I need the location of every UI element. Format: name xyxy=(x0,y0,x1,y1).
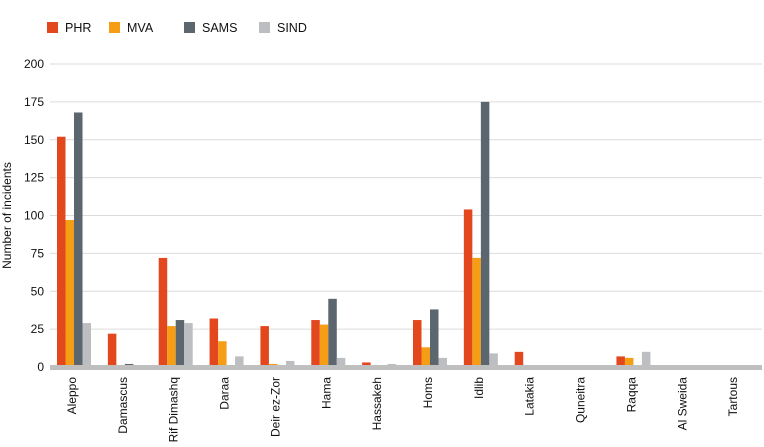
bar-sind-daraa xyxy=(235,356,244,367)
bar-phr-aleppo xyxy=(57,136,66,367)
y-tick-label: 0 xyxy=(37,360,44,374)
x-tick-label: Idlib xyxy=(472,377,486,399)
bar-phr-idlib xyxy=(463,209,473,367)
gridlines xyxy=(50,63,762,330)
legend-label-sams: SAMS xyxy=(202,21,238,35)
bar-sind-raqqa xyxy=(641,351,651,367)
y-tick-label: 150 xyxy=(24,133,44,147)
bar-sams-hama xyxy=(328,298,337,367)
bar-sind-deir-ez-zor xyxy=(285,360,295,367)
bar-sind-hama xyxy=(336,357,346,367)
x-tick-label: Damascus xyxy=(116,377,130,434)
x-tick-label: Daraa xyxy=(218,377,232,410)
x-tick-label: Homs xyxy=(421,377,435,408)
bar-phr-hama xyxy=(311,320,320,367)
x-tick-label: Hama xyxy=(319,377,333,409)
x-tick-label: Al Sweida xyxy=(675,377,689,431)
x-tick-label: Latakia xyxy=(523,377,537,416)
legend-swatch-phr xyxy=(47,22,58,33)
y-tick-label: 50 xyxy=(31,284,45,298)
y-tick-label: 75 xyxy=(31,246,45,260)
bar-sams-aleppo xyxy=(74,112,83,367)
bar-sams-idlib xyxy=(480,101,490,367)
bar-phr-damascus xyxy=(107,333,117,367)
bar-sams-homs xyxy=(430,309,439,367)
x-tick-label: Rif Dimashq xyxy=(167,377,181,442)
legend-swatch-sams xyxy=(184,22,195,33)
y-tick-label: 175 xyxy=(24,95,44,109)
bar-phr-rif-dimashq xyxy=(158,257,168,367)
legend-label-sind: SIND xyxy=(277,21,307,35)
legend-label-phr: PHR xyxy=(65,21,92,35)
x-tick-label: Aleppo xyxy=(65,377,79,415)
y-tick-label: 200 xyxy=(24,57,44,71)
legend-label-mva: MVA xyxy=(127,21,154,35)
bar-phr-deir-ez-zor xyxy=(260,326,269,367)
x-tick-label: Deir ez-Zor xyxy=(268,377,282,437)
bar-sams-rif-dimashq xyxy=(175,320,185,367)
bar-mva-idlib xyxy=(472,257,481,367)
x-axis-tick-labels: Aleppo Damascus Rif Dimashq Daraa Deir ez-Zo… xyxy=(65,377,740,443)
bar-phr-raqqa xyxy=(616,356,625,367)
bar-mva-homs xyxy=(421,347,430,367)
bars xyxy=(57,101,651,367)
bar-sind-rif-dimashq xyxy=(184,323,193,367)
y-tick-label: 100 xyxy=(24,209,44,223)
y-axis-tick-labels: 0 25 50 75 100 125 150 175 200 xyxy=(24,57,44,374)
bar-mva-rif-dimashq xyxy=(167,326,176,367)
bar-phr-hassakeh xyxy=(362,362,371,367)
y-tick-label: 25 xyxy=(31,322,45,336)
bar-mva-hama xyxy=(319,324,329,367)
legend-swatch-mva xyxy=(109,22,120,33)
bar-phr-homs xyxy=(413,320,422,367)
bar-sind-homs xyxy=(438,357,447,367)
bar-mva-aleppo xyxy=(65,220,74,367)
legend-swatch-sind xyxy=(259,22,270,33)
y-tick-label: 125 xyxy=(24,171,44,185)
x-tick-label: Tartous xyxy=(726,377,740,416)
bar-sind-idlib xyxy=(489,353,498,367)
y-axis-label: Number of incidents xyxy=(0,162,14,269)
x-tick-label: Raqqa xyxy=(624,377,638,413)
x-tick-label: Hassakeh xyxy=(370,377,384,430)
bar-sind-aleppo xyxy=(82,323,91,367)
bar-mva-daraa xyxy=(218,341,227,367)
x-tick-label: Quneitra xyxy=(574,377,588,423)
bar-phr-daraa xyxy=(209,318,219,367)
bar-mva-raqqa xyxy=(624,357,634,367)
bar-phr-latakia xyxy=(514,351,524,367)
